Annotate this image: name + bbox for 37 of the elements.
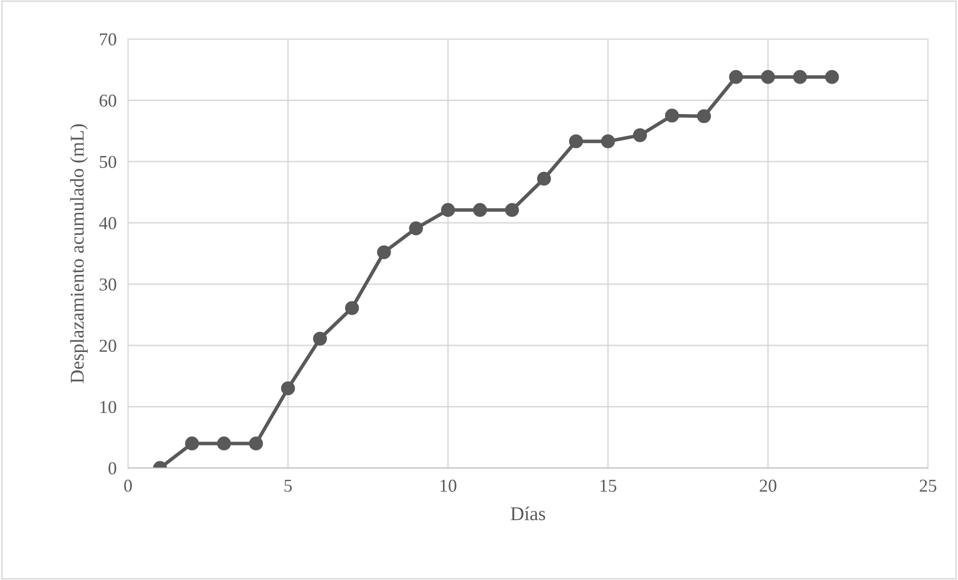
point: [441, 203, 455, 217]
x-tick-label: 20: [760, 480, 776, 492]
point: [537, 172, 551, 186]
point: [825, 70, 839, 84]
y-tick-label: 20: [100, 340, 116, 352]
y-tick-label: 70: [100, 33, 116, 46]
x-tick-label: 25: [920, 480, 936, 492]
point: [377, 245, 391, 260]
point: [345, 301, 359, 315]
point: [313, 332, 327, 346]
point: [249, 436, 263, 450]
y-tick-label: 0: [108, 462, 116, 474]
point: [505, 203, 519, 217]
point: [185, 436, 199, 450]
y-axis-title: Desplazamiento acumulado (mL): [70, 124, 88, 384]
y-tick-label: 60: [100, 94, 116, 107]
x-tick-label: 15: [600, 480, 616, 492]
point: [281, 381, 295, 396]
y-tick-label: 30: [100, 278, 116, 291]
point: [569, 134, 583, 148]
y-tick-label: 40: [99, 217, 116, 230]
point: [633, 128, 647, 142]
point: [793, 70, 807, 84]
point: [409, 221, 423, 236]
y-tick-label: 10: [100, 400, 116, 414]
point: [761, 70, 775, 84]
x-tick-label: 5: [284, 480, 292, 492]
point: [665, 108, 679, 123]
point: [473, 203, 487, 217]
point: [729, 70, 743, 84]
point: [601, 134, 615, 148]
x-tick-label: 10: [440, 480, 456, 492]
point: [217, 436, 231, 450]
x-tick-label: 0: [124, 480, 132, 492]
point: [697, 109, 711, 124]
y-tick-label: 50: [100, 156, 116, 168]
x-axis-title: Días: [510, 506, 546, 520]
